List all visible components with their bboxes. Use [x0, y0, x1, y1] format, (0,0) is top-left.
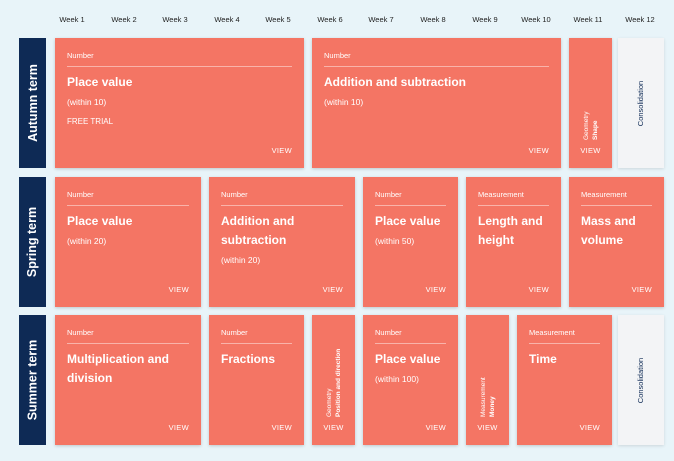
view-link[interactable]: VIEW: [528, 146, 549, 155]
card-summer-time[interactable]: Measurement Time VIEW: [517, 315, 612, 445]
card-title: Place value (within 10) FREE TRIAL: [67, 75, 133, 126]
card-title: Mass and volume: [581, 214, 636, 247]
card-category: Number: [67, 328, 189, 344]
card-summer-fractions[interactable]: Number Fractions VIEW: [209, 315, 304, 445]
consolidation-autumn: Consolidation: [618, 38, 664, 168]
card-title: Place value (within 50): [375, 214, 441, 246]
week-label: Week 7: [368, 15, 394, 24]
card-title: Length and height: [478, 214, 543, 247]
spring-term-label: Spring term: [19, 177, 46, 307]
week-label: Week 1: [59, 15, 85, 24]
view-link[interactable]: VIEW: [579, 423, 600, 432]
free-trial-label: FREE TRIAL: [67, 117, 114, 126]
card-subtitle: (within 10): [324, 97, 364, 107]
autumn-term-label: Autumn term: [19, 38, 46, 168]
view-link[interactable]: VIEW: [168, 285, 189, 294]
view-link[interactable]: VIEW: [168, 423, 189, 432]
card-subtitle: (within 50): [375, 236, 415, 246]
view-link[interactable]: VIEW: [322, 285, 343, 294]
card-spring-length-height[interactable]: Measurement Length and height VIEW: [466, 177, 561, 307]
consolidation-summer: Consolidation: [618, 315, 664, 445]
card-summer-money[interactable]: Measurement Money VIEW: [466, 315, 509, 445]
card-category: Measurement: [479, 377, 487, 417]
card-summer-multiplication-division[interactable]: Number Multiplication and division VIEW: [55, 315, 201, 445]
card-category: Measurement: [581, 190, 652, 206]
card-title: Addition and subtraction (within 20): [221, 214, 295, 265]
card-category: Number: [221, 190, 343, 206]
card-title: Fractions: [221, 352, 276, 366]
card-category: Number: [67, 190, 189, 206]
card-category: Number: [375, 190, 446, 206]
card-title: Shape: [591, 120, 599, 140]
card-spring-mass-volume[interactable]: Measurement Mass and volume VIEW: [569, 177, 664, 307]
card-autumn-place-value[interactable]: Number Place value (within 10) FREE TRIA…: [55, 38, 304, 168]
summer-term-label: Summer term: [19, 315, 46, 445]
card-category: Number: [375, 328, 446, 344]
week-label: Week 6: [317, 15, 343, 24]
card-summer-place-value-100[interactable]: Number Place value (within 100) VIEW: [363, 315, 458, 445]
card-category: Number: [324, 51, 549, 67]
view-link[interactable]: VIEW: [528, 285, 549, 294]
view-link[interactable]: VIEW: [271, 423, 292, 432]
card-category: Geometry: [325, 388, 333, 417]
week-label: Week 10: [521, 15, 551, 24]
week-label: Week 11: [573, 15, 603, 24]
view-link[interactable]: VIEW: [425, 423, 446, 432]
view-link[interactable]: VIEW: [631, 285, 652, 294]
card-title: Addition and subtraction (within 10): [324, 75, 466, 107]
week-label: Week 9: [472, 15, 498, 24]
card-subtitle: (within 10): [67, 97, 107, 107]
card-spring-addition-subtraction[interactable]: Number Addition and subtraction (within …: [209, 177, 355, 307]
view-link[interactable]: VIEW: [477, 423, 498, 432]
card-title: Position and direction: [334, 348, 342, 417]
card-title: Multiplication and division: [67, 352, 169, 385]
week-label: Week 8: [420, 15, 446, 24]
week-label: Week 12: [625, 15, 655, 24]
card-category: Geometry: [582, 111, 590, 140]
card-autumn-addition-subtraction[interactable]: Number Addition and subtraction (within …: [312, 38, 561, 168]
card-title: Place value (within 20): [67, 214, 133, 246]
card-spring-place-value[interactable]: Number Place value (within 20) VIEW: [55, 177, 201, 307]
week-label: Week 2: [111, 15, 137, 24]
card-category: Number: [221, 328, 292, 344]
card-title: Time: [529, 352, 557, 366]
card-vertical-title: Measurement Money: [470, 327, 505, 417]
card-subtitle: (within 100): [375, 374, 419, 384]
card-category: Measurement: [529, 328, 600, 344]
week-label: Week 4: [214, 15, 240, 24]
view-link[interactable]: VIEW: [425, 285, 446, 294]
week-label: Week 5: [265, 15, 291, 24]
card-title: Place value (within 100): [375, 352, 441, 384]
card-spring-place-value-50[interactable]: Number Place value (within 50) VIEW: [363, 177, 458, 307]
week-label: Week 3: [162, 15, 188, 24]
card-title: Money: [488, 396, 496, 417]
card-autumn-shape[interactable]: Geometry Shape VIEW: [569, 38, 612, 168]
view-link[interactable]: VIEW: [323, 423, 344, 432]
card-vertical-title: Geometry Position and direction: [316, 327, 351, 417]
view-link[interactable]: VIEW: [271, 146, 292, 155]
card-category: Measurement: [478, 190, 549, 206]
card-summer-position-direction[interactable]: Geometry Position and direction VIEW: [312, 315, 355, 445]
card-subtitle: (within 20): [221, 255, 261, 265]
card-subtitle: (within 20): [67, 236, 107, 246]
view-link[interactable]: VIEW: [580, 146, 601, 155]
card-vertical-title: Geometry Shape: [573, 50, 608, 140]
card-category: Number: [67, 51, 292, 67]
